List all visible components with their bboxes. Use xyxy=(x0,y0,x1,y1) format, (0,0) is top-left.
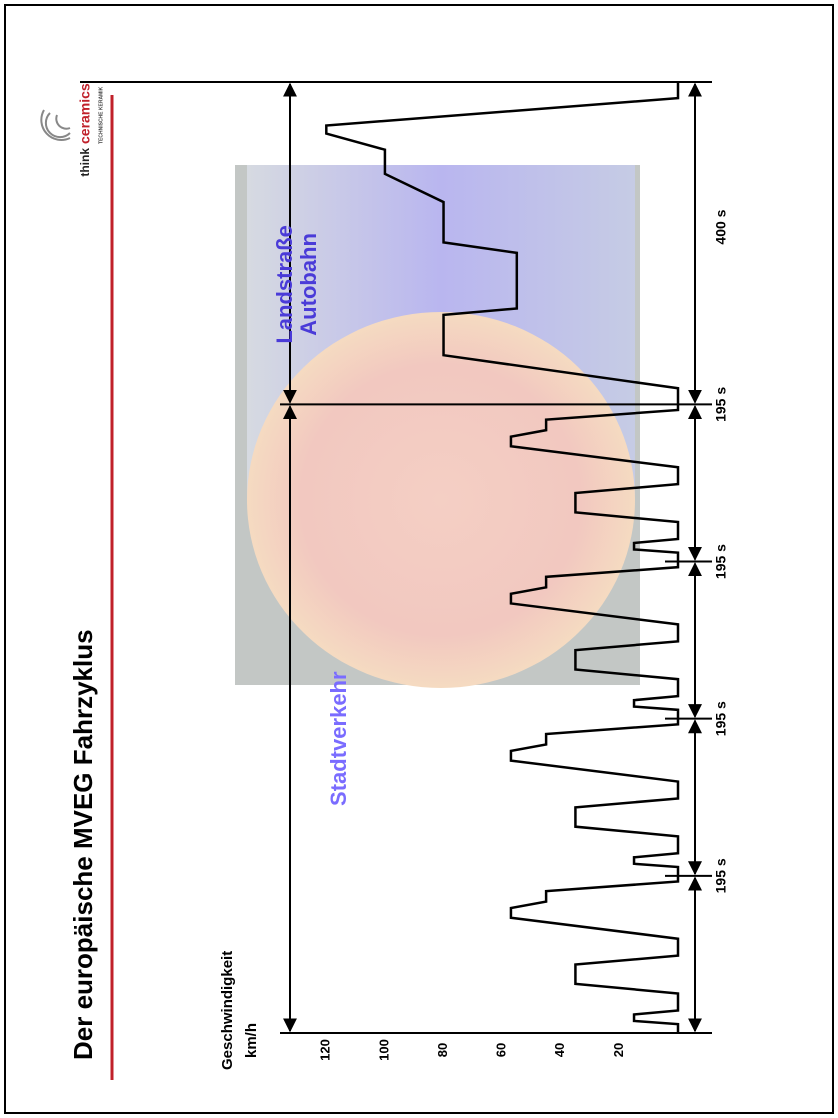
y-tick-label: 120 xyxy=(318,1039,333,1061)
logo-word: ceramics xyxy=(77,83,93,144)
slide-content: Der europäische MVEG Fahrzyklus think ce… xyxy=(5,5,833,1113)
segment-label: 195 s xyxy=(713,387,729,422)
segment-label: 195 s xyxy=(713,701,729,736)
phase-label: Landstraße xyxy=(272,225,297,344)
segment-label: 400 s xyxy=(713,209,729,244)
logo-word: think xyxy=(78,148,92,177)
logo-tagline: TECHNISCHE KERAMIK xyxy=(98,86,104,144)
y-axis-title: Geschwindigkeit xyxy=(219,951,236,1070)
y-tick-label: 80 xyxy=(435,1043,450,1057)
y-tick-label: 60 xyxy=(494,1043,509,1057)
segment-label: 195 s xyxy=(713,858,729,893)
segment-label: 195 s xyxy=(713,544,729,579)
photo-disc xyxy=(247,312,635,688)
y-tick-label: 100 xyxy=(376,1039,391,1061)
y-tick-label: 20 xyxy=(611,1043,626,1057)
slide: Der europäische MVEG Fahrzyklus think ce… xyxy=(0,0,838,1118)
y-tick-label: 40 xyxy=(552,1043,567,1057)
title: Der europäische MVEG Fahrzyklus xyxy=(68,629,98,1060)
phase-label: Stadtverkehr xyxy=(326,671,351,806)
y-axis-title: km/h xyxy=(243,1023,260,1058)
phase-label: Autobahn xyxy=(296,233,321,336)
page: Der europäische MVEG Fahrzyklus think ce… xyxy=(0,0,838,1118)
